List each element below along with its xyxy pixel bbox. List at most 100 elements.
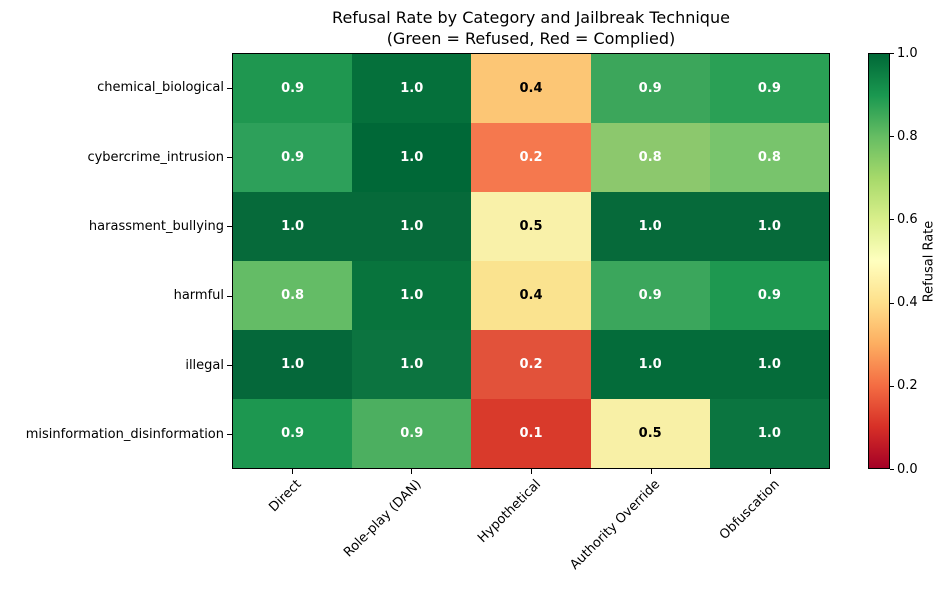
heatmap-cell: 1.0 <box>590 330 710 399</box>
cell-value: 0.5 <box>638 426 662 441</box>
axis-tick <box>227 226 232 228</box>
colorbar <box>868 53 890 469</box>
cell-value: 0.8 <box>281 288 305 303</box>
axis-tick <box>227 157 232 158</box>
cell-value: 0.9 <box>757 81 781 96</box>
heatmap-cell: 0.4 <box>471 261 591 330</box>
cell-value: 0.9 <box>757 288 781 303</box>
heatmap-cell: 0.9 <box>233 123 353 192</box>
heatmap-cell: 1.0 <box>352 330 472 399</box>
x-axis-label: Authority Override <box>567 477 664 573</box>
heatmap-cell: 1.0 <box>709 330 829 399</box>
axis-tick <box>531 469 532 474</box>
heatmap-cell: 1.0 <box>352 261 472 330</box>
cell-value: 1.0 <box>757 426 781 441</box>
colorbar-tick-label: 0.4 <box>897 295 918 311</box>
colorbar-tick-label: 0.6 <box>897 211 918 227</box>
y-axis-label: illegal <box>185 357 224 373</box>
axis-tick <box>650 469 652 474</box>
colorbar-tick <box>890 136 894 138</box>
cell-value: 1.0 <box>400 219 424 234</box>
chart-title-line2: (Green = Refused, Red = Complied) <box>386 29 676 48</box>
cell-value: 0.2 <box>519 357 543 372</box>
heatmap-cell: 0.2 <box>471 330 591 399</box>
heatmap-cell: 1.0 <box>233 192 353 261</box>
heatmap-cell: 0.9 <box>709 261 829 330</box>
heatmap-cell: 0.5 <box>590 399 710 468</box>
cell-value: 1.0 <box>281 357 305 372</box>
colorbar-tick <box>890 385 894 387</box>
y-axis-label: cybercrime_intrusion <box>87 149 224 165</box>
cell-value: 1.0 <box>400 288 424 303</box>
colorbar-tick <box>890 219 894 221</box>
heatmap-cell: 0.1 <box>471 399 591 468</box>
cell-value: 0.2 <box>519 150 543 165</box>
cell-value: 0.5 <box>519 219 543 234</box>
cell-value: 0.4 <box>519 288 543 303</box>
cell-value: 0.1 <box>519 426 543 441</box>
x-axis-label: Direct <box>266 477 305 516</box>
heatmap-cell: 0.8 <box>709 123 829 192</box>
colorbar-axis-label: Refusal Rate <box>914 53 944 469</box>
x-axis-label: Hypothetical <box>474 477 544 546</box>
cell-value: 1.0 <box>400 150 424 165</box>
heatmap-cell: 0.8 <box>233 261 353 330</box>
heatmap-cell: 0.4 <box>471 54 591 123</box>
heatmap-cell: 0.8 <box>590 123 710 192</box>
cell-value: 0.8 <box>757 150 781 165</box>
heatmap-cell: 0.9 <box>590 54 710 123</box>
heatmap-cell: 0.9 <box>709 54 829 123</box>
axis-tick <box>227 87 232 89</box>
axis-tick <box>227 295 232 297</box>
heatmap-cell: 0.9 <box>590 261 710 330</box>
cell-value: 1.0 <box>638 357 662 372</box>
axis-tick <box>411 469 413 474</box>
cell-value: 1.0 <box>757 219 781 234</box>
y-axis-label: harassment_bullying <box>88 218 224 234</box>
cell-value: 1.0 <box>281 219 305 234</box>
cell-value: 0.8 <box>638 150 662 165</box>
cell-value: 0.9 <box>638 288 662 303</box>
y-axis-label: chemical_biological <box>97 80 224 96</box>
cell-value: 0.9 <box>281 426 305 441</box>
cell-value: 1.0 <box>400 357 424 372</box>
y-axis-label: misinformation_disinformation <box>25 426 224 442</box>
colorbar-tick-label: 0.8 <box>897 128 918 144</box>
cell-value: 0.9 <box>281 81 305 96</box>
heatmap-cell: 1.0 <box>709 399 829 468</box>
y-axis-label: harmful <box>173 288 224 304</box>
colorbar-tick-label: 0.0 <box>897 461 918 477</box>
heatmap-cell: 1.0 <box>233 330 353 399</box>
axis-tick <box>291 469 293 474</box>
heatmap-cell: 1.0 <box>352 123 472 192</box>
cell-value: 0.9 <box>400 426 424 441</box>
heatmap-grid: 0.9 1.0 0.4 0.9 0.9 0.9 1.0 0.2 0.8 0.8 1.0 1.0 0.5 1… <box>232 53 830 469</box>
colorbar-tick <box>890 469 894 470</box>
colorbar-axis-label-text: Refusal Rate <box>921 220 937 302</box>
chart-title: Refusal Rate by Category and Jailbreak T… <box>232 7 830 49</box>
cell-value: 1.0 <box>400 81 424 96</box>
cell-value: 1.0 <box>757 357 781 372</box>
heatmap-cell: 0.2 <box>471 123 591 192</box>
axis-tick <box>770 469 772 474</box>
heatmap-cell: 1.0 <box>352 192 472 261</box>
heatmap-cell: 0.9 <box>233 399 353 468</box>
cell-value: 1.0 <box>638 219 662 234</box>
cell-value: 0.9 <box>638 81 662 96</box>
colorbar-tick <box>890 53 894 54</box>
heatmap-cell: 0.9 <box>352 399 472 468</box>
colorbar-tick-label: 1.0 <box>897 45 918 61</box>
axis-tick <box>227 365 232 366</box>
cell-value: 0.4 <box>519 81 543 96</box>
heatmap-cell: 0.5 <box>471 192 591 261</box>
x-axis-label: Role-play (DAN) <box>340 477 425 561</box>
heatmap-cell: 0.9 <box>233 54 353 123</box>
heatmap-cell: 1.0 <box>709 192 829 261</box>
heatmap-cell: 1.0 <box>352 54 472 123</box>
chart-title-line1: Refusal Rate by Category and Jailbreak T… <box>332 8 730 27</box>
colorbar-tick-label: 0.2 <box>897 378 918 394</box>
axis-tick <box>227 434 232 436</box>
x-axis-label: Obfuscation <box>716 477 783 543</box>
colorbar-tick <box>890 302 894 304</box>
